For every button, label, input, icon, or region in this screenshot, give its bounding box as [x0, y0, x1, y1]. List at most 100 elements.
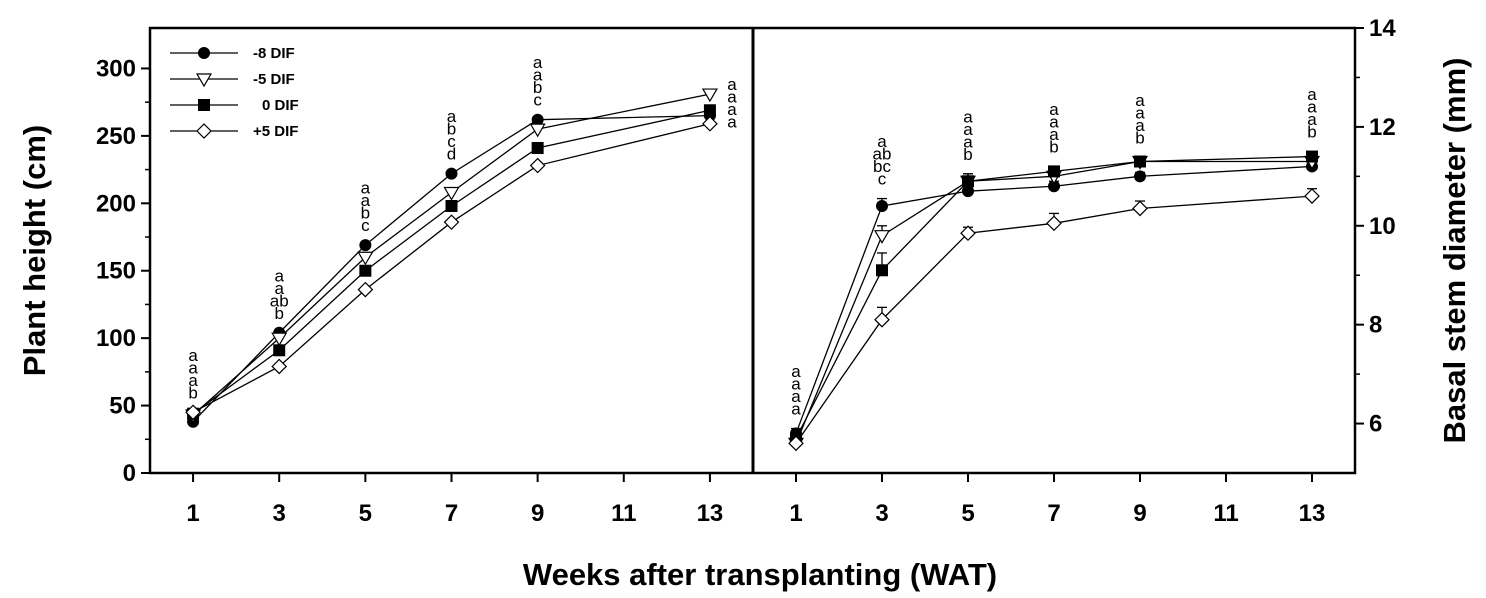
legend-label-0dif: 0 DIF: [262, 97, 299, 114]
significance-letter: a: [188, 358, 198, 377]
significance-letter: bc: [873, 157, 891, 176]
y-tick-label: 50: [109, 393, 136, 420]
point-plus5dif: [529, 157, 546, 174]
point-plus5dif: [960, 225, 976, 242]
x-axis-title: Weeks after transplanting (WAT): [523, 557, 997, 592]
point-0dif: [962, 175, 974, 188]
significance-letter: a: [877, 132, 887, 151]
significance-letter: c: [533, 91, 542, 110]
series-line-0dif: [192, 109, 711, 415]
significance-letter: b: [188, 383, 197, 402]
y-tick-label: 8: [1369, 312, 1382, 339]
y-axis-title-plant-height: Plant height (cm): [17, 125, 52, 376]
significance-letter: a: [361, 179, 371, 198]
significance-letter: a: [791, 400, 801, 419]
x-tick-label: 1: [789, 500, 802, 527]
significance-letter: a: [274, 266, 284, 285]
legend-label-minus5dif: -5 DIF: [253, 71, 295, 88]
point-0dif: [1048, 165, 1060, 178]
point-plus5dif: [185, 404, 201, 421]
point-minus5dif: [271, 332, 288, 347]
point-minus5dif: [357, 251, 374, 266]
series-line-minus5dif: [192, 93, 711, 416]
y-tick-label: 0: [123, 460, 136, 487]
series-line-minus8dif: [192, 115, 710, 423]
point-plus5dif: [271, 358, 288, 375]
significance-letter: a: [1049, 112, 1059, 131]
x-tick-label: 9: [531, 500, 544, 527]
series-line-0dif: [795, 155, 1313, 439]
significance-letter: b: [533, 78, 542, 97]
series-line-plus5dif: [795, 195, 1313, 444]
point-minus8dif: [1134, 170, 1146, 183]
significance-letter: b: [447, 120, 456, 139]
significance-letter: a: [727, 88, 737, 107]
series-line-minus8dif: [795, 165, 1313, 434]
point-0dif: [359, 264, 372, 277]
point-minus8dif: [359, 239, 372, 252]
significance-letter: a: [1307, 110, 1317, 129]
x-tick-label: 5: [961, 500, 974, 527]
legend-marker-minus5dif: [195, 73, 213, 88]
point-minus8dif: [876, 200, 888, 212]
point-0dif: [273, 344, 286, 357]
point-minus5dif: [443, 186, 460, 201]
significance-letter: a: [533, 53, 543, 72]
significance-letter: a: [963, 132, 973, 151]
point-minus5dif: [529, 123, 546, 138]
legend-label-plus5dif: +5 DIF: [253, 123, 298, 140]
significance-letter: c: [447, 132, 456, 151]
significance-letter: a: [274, 279, 284, 298]
point-minus5dif: [873, 230, 891, 244]
significance-letter: b: [274, 304, 283, 323]
significance-letter: c: [361, 216, 370, 235]
series-line-plus5dif: [192, 123, 711, 413]
x-tick-label: 11: [611, 500, 636, 527]
point-plus5dif: [874, 311, 890, 328]
x-tick-label: 7: [445, 500, 458, 527]
significance-letter: d: [447, 145, 456, 164]
significance-letter: b: [963, 145, 972, 164]
significance-letter: a: [791, 387, 801, 406]
significance-letter: a: [963, 120, 973, 139]
significance-letter: a: [1307, 85, 1317, 104]
y-tick-label: 12: [1369, 114, 1396, 141]
x-tick-label: 1: [186, 500, 199, 527]
significance-letter: a: [533, 66, 543, 85]
x-tick-label: 3: [875, 500, 888, 527]
point-plus5dif: [357, 281, 374, 298]
point-0dif: [703, 104, 716, 117]
x-tick-label: 11: [1213, 500, 1238, 527]
point-0dif: [445, 200, 458, 212]
point-plus5dif: [702, 115, 718, 132]
legend-label-minus8dif: -8 DIF: [253, 45, 295, 62]
significance-letter: b: [361, 204, 370, 223]
significance-letter: a: [791, 362, 801, 381]
significance-letter: a: [1135, 91, 1145, 110]
significance-letter: a: [791, 375, 801, 394]
point-0dif: [531, 142, 544, 155]
y-tick-label: 150: [96, 258, 136, 285]
significance-letter: a: [1135, 104, 1145, 123]
point-plus5dif: [443, 214, 460, 231]
point-plus5dif: [1304, 188, 1320, 204]
significance-letter: a: [188, 346, 198, 365]
significance-letter: a: [1049, 100, 1059, 119]
legend-marker-plus5dif: [196, 123, 212, 139]
legend-marker-minus8dif: [198, 47, 210, 59]
x-tick-label: 13: [697, 500, 724, 527]
x-tick-label: 3: [273, 500, 286, 527]
point-plus5dif: [1132, 200, 1148, 217]
y-tick-label: 300: [96, 55, 136, 82]
y-tick-label: 14: [1369, 15, 1396, 42]
significance-letter: a: [1307, 98, 1317, 117]
y-tick-label: 250: [96, 123, 136, 150]
significance-letter: a: [727, 75, 737, 94]
point-0dif: [1134, 155, 1146, 168]
y-tick-label: 10: [1369, 213, 1396, 240]
significance-letter: a: [727, 100, 737, 119]
significance-letter: a: [727, 113, 737, 132]
point-minus5dif: [701, 88, 718, 103]
